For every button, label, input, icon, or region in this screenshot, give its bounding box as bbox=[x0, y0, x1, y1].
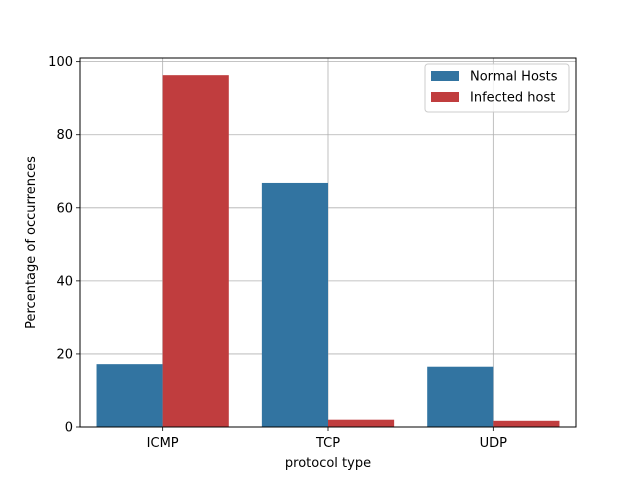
y-tick-label: 80 bbox=[56, 128, 73, 143]
x-tick-label: ICMP bbox=[147, 436, 179, 451]
y-tick-label: 100 bbox=[48, 55, 73, 70]
x-tick-label: TCP bbox=[315, 436, 340, 451]
x-axis-label: protocol type bbox=[285, 456, 371, 471]
legend-label: Infected host bbox=[470, 91, 555, 106]
legend-label: Normal Hosts bbox=[470, 70, 558, 85]
bar-infected-host-tcp bbox=[328, 419, 395, 427]
legend-swatch bbox=[431, 92, 459, 102]
y-tick-label: 40 bbox=[56, 274, 73, 289]
legend: Normal Hosts Infected host bbox=[424, 63, 570, 113]
bar-normal-hosts-tcp bbox=[261, 182, 328, 427]
bar-normal-hosts-icmp bbox=[96, 364, 163, 427]
y-tick-label: 0 bbox=[65, 421, 73, 436]
y-axis-label: Percentage of occurrences bbox=[24, 156, 39, 329]
legend-box bbox=[424, 63, 570, 113]
y-tick-label: 60 bbox=[56, 201, 73, 216]
x-axis-ticks: ICMP TCP UDP bbox=[147, 427, 507, 451]
y-tick-label: 20 bbox=[56, 347, 73, 362]
legend-swatch bbox=[431, 71, 459, 81]
bars bbox=[96, 75, 560, 427]
bar-infected-host-udp bbox=[493, 420, 560, 427]
x-tick-label: UDP bbox=[480, 436, 508, 451]
bar-normal-hosts-udp bbox=[427, 366, 494, 427]
y-axis-ticks: 0 20 40 60 80 100 bbox=[48, 55, 80, 436]
bar-infected-host-icmp bbox=[162, 75, 229, 427]
